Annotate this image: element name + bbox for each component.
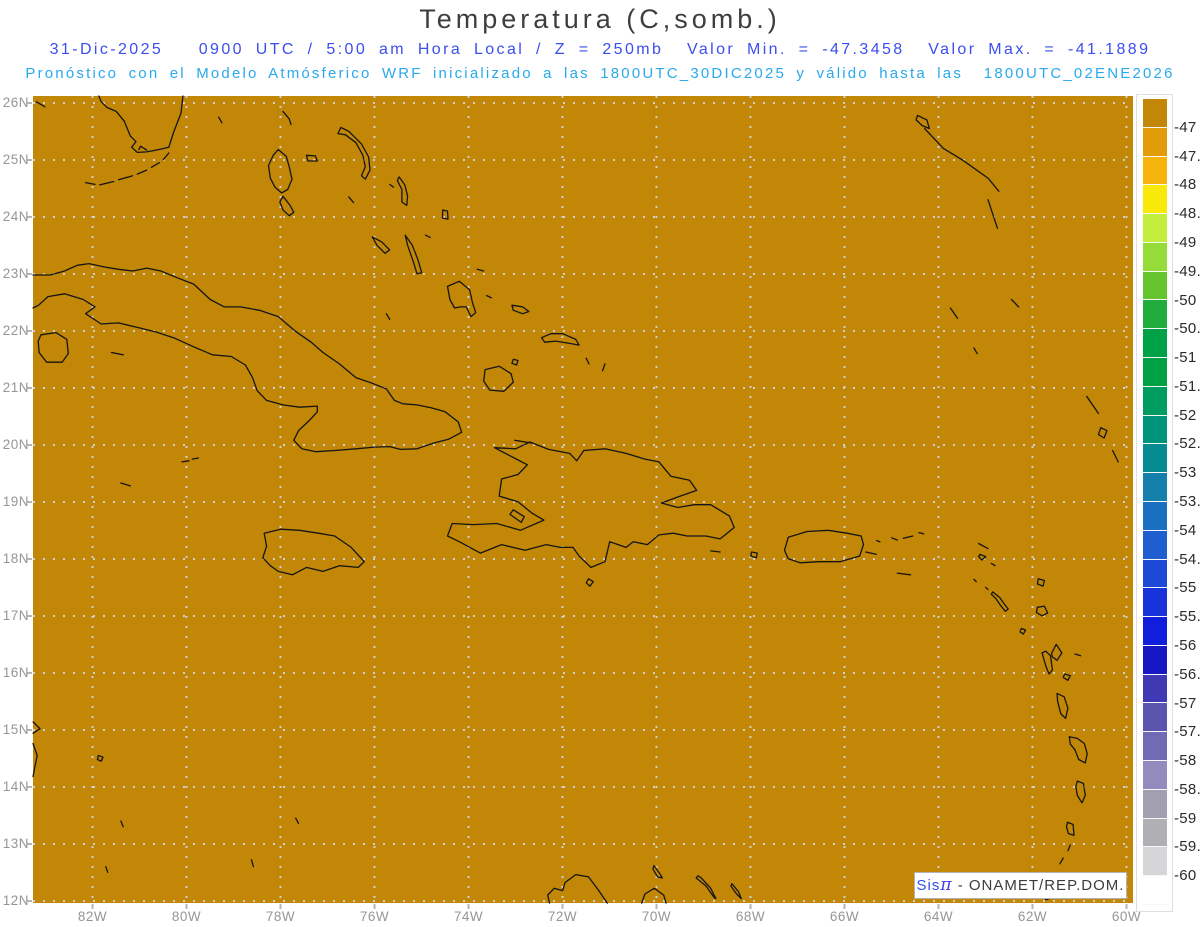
- colorbar-segment: [1143, 242, 1167, 272]
- colorbar-segment: [1143, 645, 1167, 675]
- colorbar-segment: [1143, 501, 1167, 531]
- colorbar-segment: [1143, 789, 1167, 819]
- lat-axis-label: 14N: [2, 779, 29, 794]
- colorbar-tick-label: -53: [1174, 464, 1197, 482]
- colorbar-tick-label: -52.5: [1174, 435, 1200, 453]
- lon-axis-label: 76W: [359, 909, 390, 924]
- lon-axis-label: 82W: [77, 909, 108, 924]
- watermark-org: ONAMET/REP.DOM.: [968, 877, 1125, 894]
- map-fill: [33, 96, 1133, 903]
- colorbar-tick-label: -54: [1174, 521, 1197, 539]
- colorbar-tick-label: -47.5: [1174, 147, 1200, 165]
- colorbar-tick-label: -50: [1174, 291, 1197, 309]
- colorbar-segment: [1143, 732, 1167, 761]
- colorbar: [1143, 99, 1167, 905]
- colorbar-segment: [1143, 674, 1167, 704]
- colorbar-tick-label: -52: [1174, 406, 1197, 424]
- colorbar-tick-label: -59: [1174, 809, 1197, 827]
- watermark-pi-icon: π: [940, 875, 953, 895]
- colorbar-segment: [1143, 329, 1167, 359]
- lat-axis-label: 23N: [2, 266, 29, 281]
- colorbar-tick-label: -56: [1174, 636, 1197, 654]
- lon-axis-label: 72W: [547, 909, 578, 924]
- colorbar-segment: [1143, 156, 1167, 186]
- lat-axis-label: 26N: [2, 95, 29, 110]
- colorbar-tick-label: -53.5: [1174, 493, 1200, 510]
- colorbar-tick-label: -58.5: [1174, 780, 1200, 798]
- colorbar-tick-label: -54.5: [1174, 550, 1200, 568]
- lat-axis-label: 16N: [2, 665, 29, 680]
- colorbar-segment: [1143, 760, 1167, 790]
- lat-axis-label: 25N: [2, 152, 29, 167]
- lon-axis-label: 78W: [265, 909, 296, 924]
- colorbar-segment: [1143, 617, 1167, 646]
- lon-axis-label: 70W: [641, 909, 672, 924]
- lat-axis-label: 15N: [2, 722, 29, 737]
- colorbar-segment: [1143, 473, 1167, 502]
- lon-axis-label: 68W: [735, 909, 766, 924]
- lat-axis-label: 12N: [2, 893, 29, 908]
- colorbar-segment: [1143, 876, 1167, 905]
- colorbar-segment: [1143, 847, 1167, 877]
- colorbar-segment: [1143, 559, 1167, 589]
- lon-axis-label: 62W: [1017, 909, 1048, 924]
- colorbar-tick-label: -51.5: [1174, 377, 1200, 395]
- colorbar-tick-label: -56.5: [1174, 665, 1200, 683]
- watermark-brand: Sis: [916, 877, 941, 894]
- colorbar-tick-label: -48.5: [1174, 205, 1200, 223]
- colorbar-segment: [1143, 185, 1167, 215]
- subtitle-line1: 31-Dic-2025 0900 UTC / 5:00 am Hora Loca…: [49, 41, 1151, 58]
- colorbar-segment: [1143, 444, 1167, 474]
- colorbar-tick-label: -59.5: [1174, 838, 1200, 856]
- colorbar-tick-label: -57: [1174, 694, 1197, 712]
- colorbar-tick-label: -49: [1174, 233, 1197, 251]
- colorbar-segment: [1143, 271, 1167, 301]
- colorbar-segment: [1143, 530, 1167, 560]
- colorbar-tick-label: -47: [1174, 118, 1197, 136]
- colorbar-tick-label: -58: [1174, 752, 1197, 770]
- colorbar-tick-label: -50.5: [1174, 320, 1200, 338]
- lat-axis-label: 17N: [2, 608, 29, 623]
- watermark-dash-glyph: -: [957, 877, 964, 894]
- colorbar-segment: [1143, 588, 1167, 618]
- colorbar-tick-label: -55: [1174, 579, 1197, 597]
- lon-axis-label: 64W: [923, 909, 954, 924]
- watermark: Sisπ - ONAMET/REP.DOM.: [914, 872, 1127, 899]
- coastlines: [32, 95, 1119, 904]
- colorbar-segment: [1143, 703, 1167, 733]
- colorbar-segment: [1143, 99, 1167, 128]
- subtitle-line2: Pronóstico con el Modelo Atmósferico WRF…: [25, 65, 1175, 82]
- colorbar-segment: [1143, 415, 1167, 445]
- lat-axis-label: 20N: [2, 437, 29, 452]
- colorbar-tick-label: -51: [1174, 349, 1197, 367]
- colorbar-segment: [1143, 214, 1167, 243]
- colorbar-segment: [1143, 127, 1167, 157]
- page-title: Temperatura (C,somb.): [419, 4, 781, 34]
- lat-axis-label: 22N: [2, 323, 29, 338]
- lat-axis-label: 18N: [2, 551, 29, 566]
- colorbar-segment: [1143, 358, 1167, 387]
- colorbar-tick-label: -57.5: [1174, 723, 1200, 741]
- map-canvas: [27, 95, 1133, 909]
- colorbar-segment: [1143, 386, 1167, 416]
- lat-axis-label: 13N: [2, 836, 29, 851]
- lat-axis-label: 19N: [2, 494, 29, 509]
- lon-axis-label: 60W: [1111, 909, 1142, 924]
- colorbar-tick-label: -49.5: [1174, 262, 1200, 280]
- colorbar-tick-label: -55.5: [1174, 608, 1200, 626]
- lon-axis-label: 80W: [171, 909, 202, 924]
- colorbar-segment: [1143, 300, 1167, 330]
- lat-axis-label: 24N: [2, 209, 29, 224]
- axis-ticks: [27, 102, 1128, 909]
- lon-axis-label: 74W: [453, 909, 484, 924]
- colorbar-tick-label: -48: [1174, 176, 1197, 194]
- colorbar-tick-label: -60: [1174, 867, 1197, 885]
- lon-axis-label: 66W: [829, 909, 860, 924]
- colorbar-segment: [1143, 818, 1167, 848]
- lat-axis-label: 21N: [2, 380, 29, 395]
- grid-lines: [33, 96, 1133, 903]
